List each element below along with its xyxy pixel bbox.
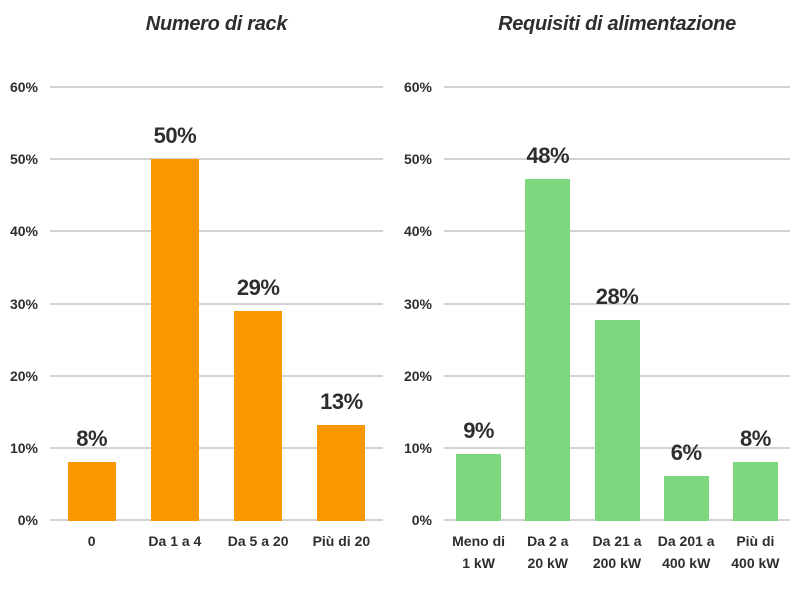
chart-title: Requisiti di alimentazione (498, 13, 736, 35)
bar-value-label: 28% (595, 284, 639, 310)
chart-title: Numero di rack (145, 13, 288, 35)
bar (456, 454, 502, 521)
x-axis-label: Da 2 a 20 kW (527, 533, 569, 571)
y-axis-tick-label: 10% (403, 439, 432, 456)
bar (525, 178, 571, 521)
bar (732, 462, 778, 521)
y-axis-tick-label: 40% (9, 223, 38, 240)
x-axis-label: Da 201 a 400 kW (657, 533, 715, 571)
bar-value-label: 8% (76, 426, 108, 452)
bar (234, 310, 283, 521)
y-axis-tick-label: 30% (403, 295, 432, 312)
bar-value-label: 13% (320, 389, 363, 415)
chart-numero-di-rack: Numero di rack 0% 10% 20% 30% 40% 50% 60% 8% 0 50… (9, 13, 383, 549)
bar-value-label: 8% (739, 426, 771, 452)
gridline (444, 86, 790, 88)
x-axis-label: Da 1 a 4 (148, 533, 202, 549)
gridline (50, 158, 383, 161)
y-axis-tick-label: 40% (403, 223, 432, 240)
bar-value-label: 48% (526, 142, 570, 168)
gridline (50, 446, 383, 449)
y-axis-tick-label: 30% (9, 295, 38, 312)
gridline (50, 302, 383, 305)
gridline (444, 158, 790, 161)
plot-area: 0% 10% 20% 30% 40% 50% 60% 9% Meno di 1 kW 48% Da … (400, 0, 800, 600)
gridline (50, 230, 383, 233)
gridline (50, 374, 383, 377)
y-axis-tick-label: 20% (403, 367, 432, 384)
bar (663, 475, 709, 521)
x-axis-label: Da 5 a 20 (227, 533, 289, 549)
y-axis-tick-label: 50% (403, 151, 432, 168)
y-axis-tick-label: 60% (403, 79, 432, 95)
y-axis-tick-label: 50% (9, 151, 38, 168)
bar (594, 320, 640, 521)
bar-value-label: 50% (153, 123, 197, 149)
gridline (50, 519, 383, 521)
plot-area: 0% 10% 20% 30% 40% 50% 60% 8% 0 50% Da 1 a 4 29% Da … (9, 79, 383, 549)
y-axis-tick-label: 0% (411, 512, 432, 528)
x-axis-label: Più di 20 (312, 533, 371, 549)
bar (317, 425, 366, 521)
gridline (444, 230, 790, 233)
bar-value-label: 29% (236, 274, 280, 300)
bar (150, 159, 199, 521)
x-axis-label: Meno di 1 kW (452, 533, 506, 571)
chart-requisiti-di-alimentazione: Requisiti di alimentazione 0% 10% 20% 30% 40… (400, 0, 800, 600)
y-axis-tick-label: 60% (9, 79, 38, 95)
x-axis-label: Da 21 a 200 kW (592, 533, 642, 571)
gridline (444, 302, 790, 305)
bar-value-label: 6% (670, 439, 702, 465)
y-axis-tick-label: 10% (9, 439, 38, 456)
x-axis-label: 0 (87, 533, 96, 549)
y-axis-tick-label: 0% (17, 512, 38, 528)
bar-value-label: 9% (463, 418, 494, 444)
gridline (50, 86, 383, 88)
x-axis-label: Più di 400 kW (731, 533, 780, 571)
bar (67, 462, 116, 521)
y-axis-tick-label: 20% (9, 367, 38, 384)
